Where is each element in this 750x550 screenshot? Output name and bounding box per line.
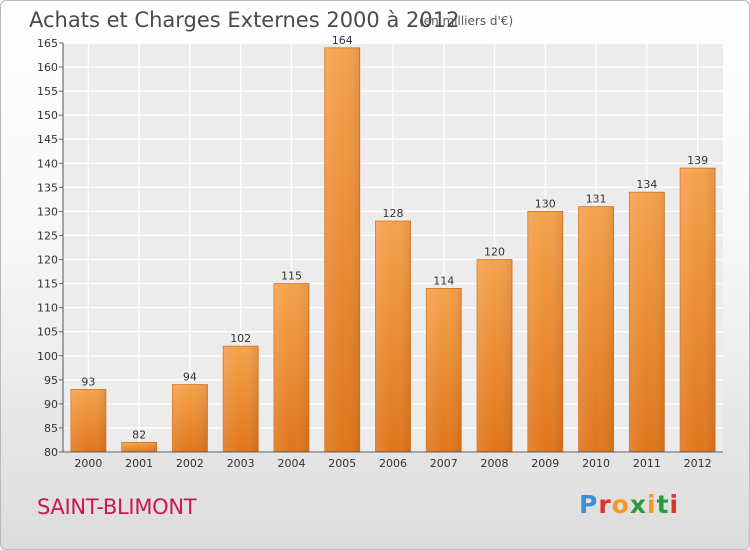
x-tick-label-2008: 2008 xyxy=(481,457,509,470)
data-label-2007: 114 xyxy=(433,274,454,287)
logo-letter: o xyxy=(611,490,630,519)
bar-shade-2002 xyxy=(172,384,208,452)
y-tick-label: 125 xyxy=(37,229,58,242)
data-label-2003: 102 xyxy=(230,332,251,345)
y-tick-label: 155 xyxy=(37,85,58,98)
bar-shade-2003 xyxy=(223,346,259,452)
bar-shade-2012 xyxy=(680,168,716,452)
data-label-2010: 131 xyxy=(586,193,607,206)
logo-letter: i xyxy=(669,490,680,519)
y-tick-label: 85 xyxy=(44,422,58,435)
commune-name: SAINT-BLIMONT xyxy=(37,495,197,519)
y-tick-label: 150 xyxy=(37,109,58,122)
data-label-2001: 82 xyxy=(132,428,146,441)
y-tick-label: 80 xyxy=(44,446,58,459)
logo-letter: r xyxy=(598,490,612,519)
y-tick-label: 100 xyxy=(37,350,58,363)
x-tick-label-2002: 2002 xyxy=(176,457,204,470)
proxiti-logo: Proxiti xyxy=(579,490,679,519)
bar-shade-2006 xyxy=(375,221,411,452)
x-tick-label-2006: 2006 xyxy=(379,457,407,470)
logo-letter: x xyxy=(629,490,647,519)
x-tick-label-2011: 2011 xyxy=(633,457,661,470)
bar-shade-2008 xyxy=(477,259,513,452)
data-label-2012: 139 xyxy=(687,154,708,167)
bar-shade-2000 xyxy=(70,389,106,452)
x-tick-label-2001: 2001 xyxy=(125,457,153,470)
logo-letter: P xyxy=(579,490,599,519)
y-tick-label: 145 xyxy=(37,133,58,146)
y-tick-label: 135 xyxy=(37,181,58,194)
unit-note: (en milliers d'€) xyxy=(419,14,514,28)
x-tick-label-2000: 2000 xyxy=(74,457,102,470)
x-tick-label-2009: 2009 xyxy=(531,457,559,470)
bar-shade-2009 xyxy=(527,211,563,452)
chart-title: Achats et Charges Externes 2000 à 2012 xyxy=(29,8,460,32)
y-tick-label: 160 xyxy=(37,61,58,74)
x-tick-label-2003: 2003 xyxy=(227,457,255,470)
y-tick-label: 115 xyxy=(37,278,58,291)
y-tick-label: 165 xyxy=(37,37,58,50)
logo-letter: t xyxy=(656,490,670,519)
bar-shade-2004 xyxy=(273,283,309,452)
logo-letter: i xyxy=(647,490,657,519)
bar-shade-2007 xyxy=(426,288,462,452)
data-label-2009: 130 xyxy=(535,197,556,210)
y-tick-label: 140 xyxy=(37,157,58,170)
x-tick-label-2004: 2004 xyxy=(277,457,305,470)
y-tick-label: 110 xyxy=(37,302,58,315)
y-tick-label: 105 xyxy=(37,326,58,339)
bar-shade-2005 xyxy=(324,47,360,452)
data-label-2008: 120 xyxy=(484,246,505,259)
data-label-2002: 94 xyxy=(183,371,197,384)
y-tick-label: 90 xyxy=(44,398,58,411)
y-tick-label: 95 xyxy=(44,374,58,387)
y-tick-label: 120 xyxy=(37,254,58,267)
x-tick-label-2005: 2005 xyxy=(328,457,356,470)
data-label-2006: 128 xyxy=(383,207,404,220)
x-tick-label-2010: 2010 xyxy=(582,457,610,470)
x-tick-label-2007: 2007 xyxy=(430,457,458,470)
bar-shade-2010 xyxy=(578,206,614,452)
data-label-2004: 115 xyxy=(281,270,302,283)
x-tick-label-2012: 2012 xyxy=(684,457,712,470)
data-label-2011: 134 xyxy=(636,178,657,191)
data-label-2005: 164 xyxy=(332,34,353,47)
y-tick-label: 130 xyxy=(37,205,58,218)
bar-shade-2001 xyxy=(121,442,157,452)
data-label-2000: 93 xyxy=(81,375,95,388)
bar-shade-2011 xyxy=(629,192,665,452)
